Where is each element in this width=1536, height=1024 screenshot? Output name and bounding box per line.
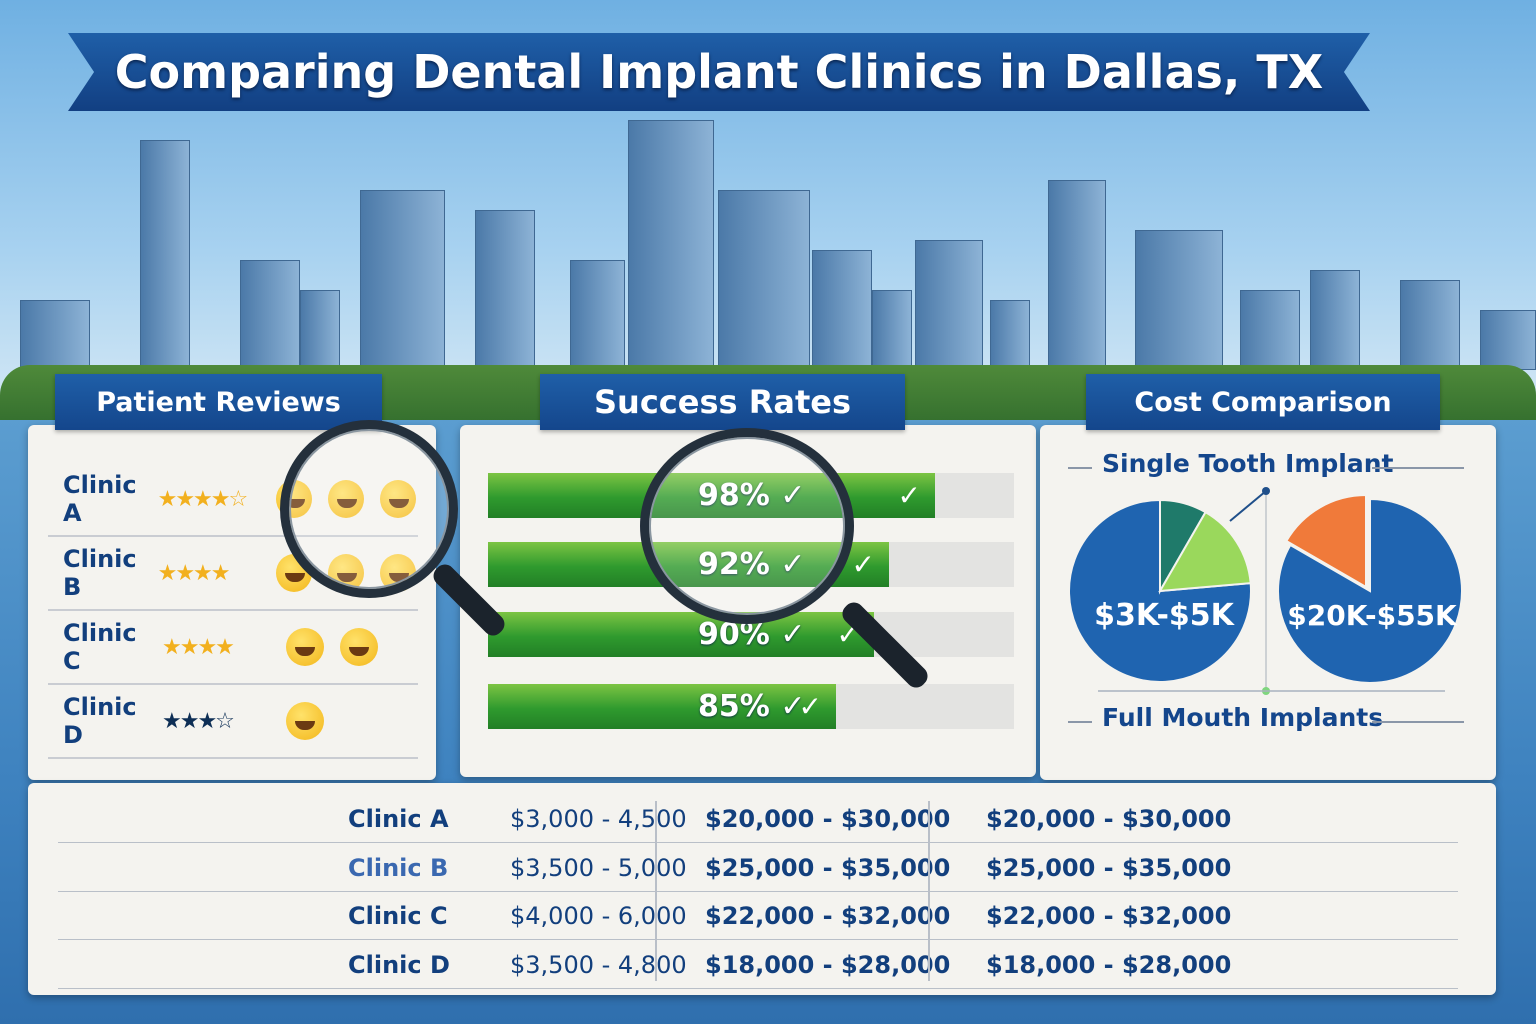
success-bar: 90% ✓ ✓	[488, 612, 874, 657]
single-tooth-label: Single Tooth Implant	[1102, 449, 1394, 478]
full-mouth-cost: $18,000 - $28,000	[705, 950, 951, 979]
star-rating: ★★★★☆	[157, 486, 249, 512]
star-rating: ★★★★	[157, 560, 231, 586]
clinic-name: Clinic C	[348, 902, 448, 930]
column-divider	[928, 801, 930, 981]
table-row: Clinic A $3,000 - 4,500 $20,000 - $30,000 $…	[58, 795, 1458, 843]
table-row: Clinic C $4,000 - 6,000 $22,000 - $32,000 $…	[58, 892, 1458, 940]
magnifying-glass-icon	[640, 428, 854, 624]
building	[300, 290, 340, 370]
divider	[1372, 467, 1464, 469]
success-bar-track: 85% ✓ ✓	[488, 684, 1014, 729]
full-mouth-label: Full Mouth Implants	[1102, 703, 1384, 732]
connector-dot	[1262, 487, 1270, 495]
pie-slice	[1277, 497, 1463, 684]
full-mouth-cost: $20,000 - $30,000	[705, 805, 951, 833]
full-mouth-cost: $25,000 - $35,000	[705, 853, 951, 882]
divider	[1068, 721, 1092, 723]
building	[1400, 280, 1460, 370]
building	[718, 190, 810, 370]
single-range: $3K-$5K	[1094, 598, 1236, 633]
clinic-name: Clinic D	[348, 950, 450, 979]
clinic-name: Clinic D	[63, 693, 137, 749]
building	[812, 250, 872, 370]
single-tooth-cost: $3,500 - 4,800	[510, 950, 687, 979]
building	[990, 300, 1030, 370]
cost-header: Cost Comparison	[1086, 374, 1440, 430]
full-range: $20K-$55K	[1287, 599, 1458, 632]
building	[140, 140, 190, 370]
table-row: Clinic D $3,500 - 4,800 $18,000 - $28,000 $…	[58, 941, 1458, 989]
success-header: Success Rates	[540, 374, 905, 430]
building	[915, 240, 983, 370]
clinic-name: Clinic C	[63, 619, 137, 675]
page-title: Comparing Dental Implant Clinics in Dall…	[114, 45, 1324, 99]
smiley-icon	[286, 628, 324, 666]
building	[1048, 180, 1106, 370]
building	[475, 210, 535, 370]
table-row: Clinic B $3,500 - 5,000 $25,000 - $35,000 $…	[58, 844, 1458, 892]
building	[1480, 310, 1536, 370]
single-tooth-cost: $3,000 - 4,500	[510, 805, 687, 833]
clinic-name: Clinic B	[348, 853, 449, 882]
column-divider	[655, 801, 657, 981]
full-mouth-cost-alt: $18,000 - $28,000	[986, 950, 1232, 979]
success-bar: 85% ✓ ✓	[488, 684, 836, 729]
building	[20, 300, 90, 370]
building	[360, 190, 445, 370]
full-mouth-cost-alt: $20,000 - $30,000	[986, 805, 1232, 833]
review-row: Clinic C ★★★★	[48, 611, 418, 685]
clinic-name: Clinic A	[348, 805, 449, 833]
star-rating: ★★★★	[162, 634, 235, 660]
cost-panel: Single Tooth Implant $3K-$5K $20K-$55K F…	[1040, 425, 1496, 780]
smiley-icon	[286, 702, 324, 740]
clinic-name: Clinic A	[63, 471, 137, 527]
clinic-name: Clinic B	[63, 545, 137, 601]
review-row: Clinic D ★★★☆	[48, 685, 418, 759]
star-rating: ★★★☆	[162, 708, 235, 734]
smiley-icon	[340, 628, 378, 666]
full-mouth-cost-alt: $25,000 - $35,000	[986, 853, 1232, 882]
cost-pies: $3K-$5K $20K-$55K	[1068, 487, 1463, 695]
cost-table: Clinic A $3,000 - 4,500 $20,000 - $30,000 $…	[28, 783, 1496, 995]
pie-slice	[1158, 510, 1252, 593]
full-mouth-cost-alt: $22,000 - $32,000	[986, 902, 1232, 930]
full-mouth-cost: $22,000 - $32,000	[705, 902, 951, 930]
building	[628, 120, 714, 370]
connector	[1229, 490, 1267, 522]
building	[1240, 290, 1300, 370]
reviews-header: Patient Reviews	[55, 374, 382, 430]
single-tooth-cost: $4,000 - 6,000	[510, 902, 687, 930]
building	[570, 260, 625, 370]
single-tooth-cost: $3,500 - 5,000	[510, 853, 687, 882]
divider	[1372, 721, 1464, 723]
divider	[1068, 467, 1092, 469]
check-icon: ✓	[851, 548, 875, 581]
building	[1310, 270, 1360, 370]
building	[1135, 230, 1223, 370]
building	[872, 290, 912, 370]
check-icon: ✓	[798, 690, 822, 723]
title-banner: Comparing Dental Implant Clinics in Dall…	[68, 33, 1370, 111]
success-rate-label: 85% ✓	[698, 689, 806, 724]
magnifying-glass-icon	[280, 420, 458, 598]
building	[240, 260, 300, 370]
pie-slice	[1284, 493, 1367, 589]
check-icon: ✓	[897, 479, 921, 512]
